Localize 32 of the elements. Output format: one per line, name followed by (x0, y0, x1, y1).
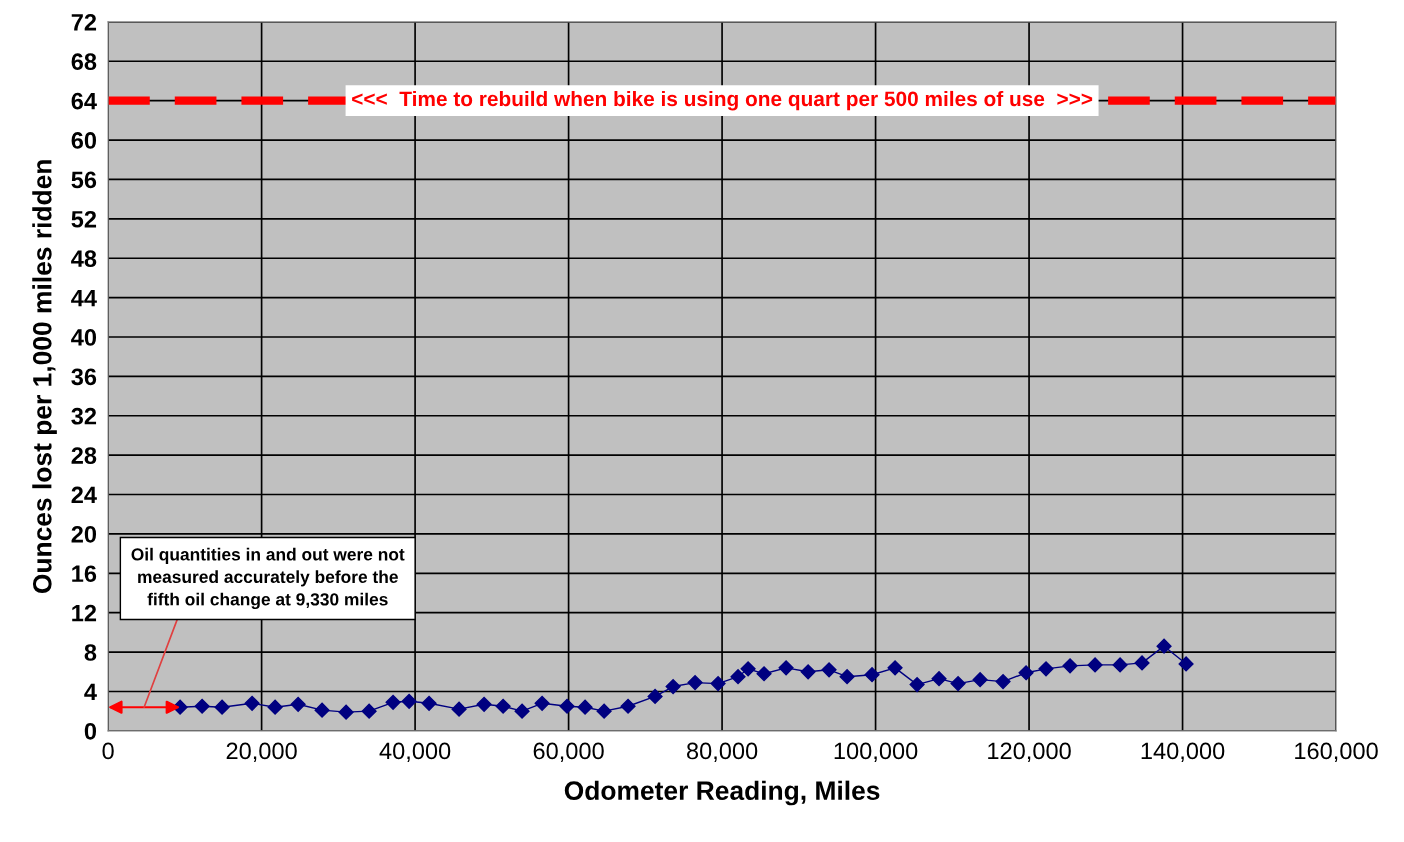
x-tick-label: 160,000 (1295, 742, 1378, 763)
x-tick-label: 100,000 (834, 742, 918, 763)
y-tick-label: 40 (71, 329, 97, 346)
y-tick-label: 68 (71, 53, 97, 71)
y-tick-label: 20 (71, 525, 97, 543)
y-axis-title: Ounces lost per 1,000 miles ridden (32, 160, 57, 594)
ref-line-label: <<< Time to rebuild when bike is using one quart per 500 miles of use >>> (352, 90, 1093, 111)
y-tick-label: 12 (72, 604, 97, 622)
x-tick-label: 0 (102, 742, 114, 760)
y-tick-label: 8 (84, 644, 97, 661)
y-tick-label: 72 (71, 13, 97, 31)
y-tick-label: 64 (71, 92, 97, 110)
y-tick-label: 44 (71, 289, 97, 307)
y-tick-label: 60 (71, 132, 97, 149)
y-tick-label: 4 (84, 683, 97, 701)
y-tick-label: 16 (72, 565, 97, 583)
x-axis-title: Odometer Reading, Miles (564, 780, 880, 806)
y-tick-label: 0 (84, 722, 97, 740)
y-tick-label: 24 (71, 486, 97, 504)
y-tick-label: 48 (71, 250, 97, 267)
x-tick-label: 140,000 (1141, 742, 1225, 763)
x-tick-label: 40,000 (379, 742, 451, 763)
x-tick-label: 80,000 (687, 742, 758, 763)
y-tick-label: 36 (71, 368, 97, 386)
x-tick-label: 20,000 (226, 742, 297, 763)
y-tick-label: 56 (71, 171, 97, 189)
x-tick-label: 120,000 (988, 742, 1071, 763)
x-tick-label: 60,000 (533, 742, 604, 763)
annotation: Oil quantities in and out were not measured accurately before the fifth oil change at 9,330 miles (131, 547, 405, 610)
y-tick-label: 32 (71, 407, 97, 425)
y-tick-label: 52 (71, 210, 97, 228)
y-tick-label: 28 (71, 447, 97, 464)
